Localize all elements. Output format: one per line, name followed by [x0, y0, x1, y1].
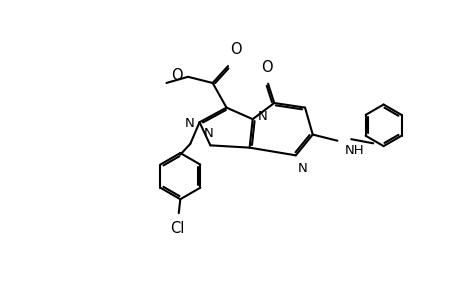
Text: O: O — [230, 42, 241, 57]
Text: N: N — [297, 161, 307, 175]
Text: N: N — [203, 127, 213, 140]
Text: Cl: Cl — [170, 221, 184, 236]
Text: O: O — [261, 59, 273, 74]
Text: N: N — [257, 110, 267, 123]
Text: O: O — [171, 68, 182, 83]
Text: NH: NH — [344, 144, 364, 157]
Text: N: N — [184, 117, 194, 130]
